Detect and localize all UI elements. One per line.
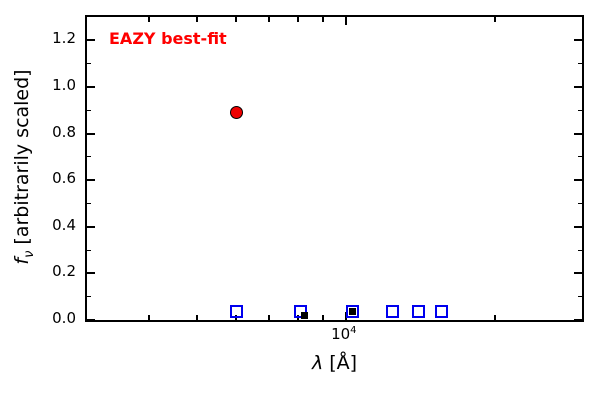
y-minor-tick	[578, 156, 582, 158]
y-minor-tick	[87, 156, 91, 158]
x-minor-tick	[494, 315, 496, 320]
y-major-tick	[87, 272, 95, 275]
y-major-tick	[574, 85, 582, 88]
y-minor-tick	[87, 63, 91, 65]
marker-template-photometry-squares	[411, 305, 425, 319]
marker-eazy-best-fit-point	[229, 106, 243, 120]
y-major-tick	[574, 179, 582, 182]
x-minor-tick	[196, 17, 198, 22]
y-minor-tick	[578, 63, 582, 65]
marker-template-photometry-squares	[229, 305, 243, 319]
y-tick-label: 1.2	[52, 29, 76, 48]
y-minor-tick	[578, 202, 582, 204]
marker-observed-photometry	[300, 311, 308, 319]
y-major-tick	[574, 132, 582, 135]
y-axis-label: fν [arbitrarily scaled]	[11, 69, 37, 264]
y-tick-label: 0.0	[52, 309, 76, 327]
y-minor-tick	[87, 249, 91, 251]
y-tick-label: 0.2	[52, 262, 76, 281]
y-minor-tick	[578, 296, 582, 298]
x-minor-tick	[322, 17, 324, 22]
xlabel-units: [Å]	[323, 352, 358, 374]
x-minor-tick	[268, 17, 270, 22]
y-major-tick	[574, 272, 582, 275]
y-major-tick	[87, 179, 95, 182]
marker-observed-photometry	[348, 308, 356, 316]
y-minor-tick	[87, 109, 91, 111]
ylabel-nu-subscript: ν	[21, 250, 37, 258]
y-minor-tick	[87, 202, 91, 204]
y-tick-label: 0.4	[52, 215, 76, 234]
y-tick-label: 0.8	[52, 122, 76, 141]
y-major-tick	[87, 319, 95, 321]
x-minor-tick	[196, 315, 198, 320]
y-tick-label: 1.0	[52, 75, 76, 94]
x-minor-tick	[268, 315, 270, 320]
y-major-tick	[87, 39, 95, 42]
y-major-tick	[87, 85, 95, 88]
y-major-tick	[574, 319, 582, 321]
plot-area: EAZY best-fit	[85, 15, 584, 322]
x-minor-tick	[235, 17, 237, 22]
x-axis-label: λ [Å]	[85, 352, 584, 374]
xlabel-lambda: λ	[311, 352, 324, 374]
x-minor-tick	[148, 315, 150, 320]
x-tick-label: 104	[331, 325, 357, 343]
x-minor-tick	[148, 17, 150, 22]
x-minor-tick	[494, 17, 496, 22]
y-minor-tick	[578, 109, 582, 111]
marker-template-photometry-squares	[345, 305, 359, 319]
y-major-tick	[574, 39, 582, 42]
y-major-tick	[87, 225, 95, 228]
x-minor-tick	[297, 17, 299, 22]
y-major-tick	[87, 132, 95, 135]
y-tick-label: 0.6	[52, 169, 76, 188]
annotation-eazy-best-fit: EAZY best-fit	[109, 29, 227, 48]
x-minor-tick	[322, 315, 324, 320]
y-major-tick	[574, 225, 582, 228]
y-minor-tick	[578, 249, 582, 251]
x-major-tick	[344, 17, 347, 25]
marker-template-photometry-squares	[385, 305, 399, 319]
marker-template-photometry-squares	[434, 305, 448, 319]
y-minor-tick	[87, 296, 91, 298]
